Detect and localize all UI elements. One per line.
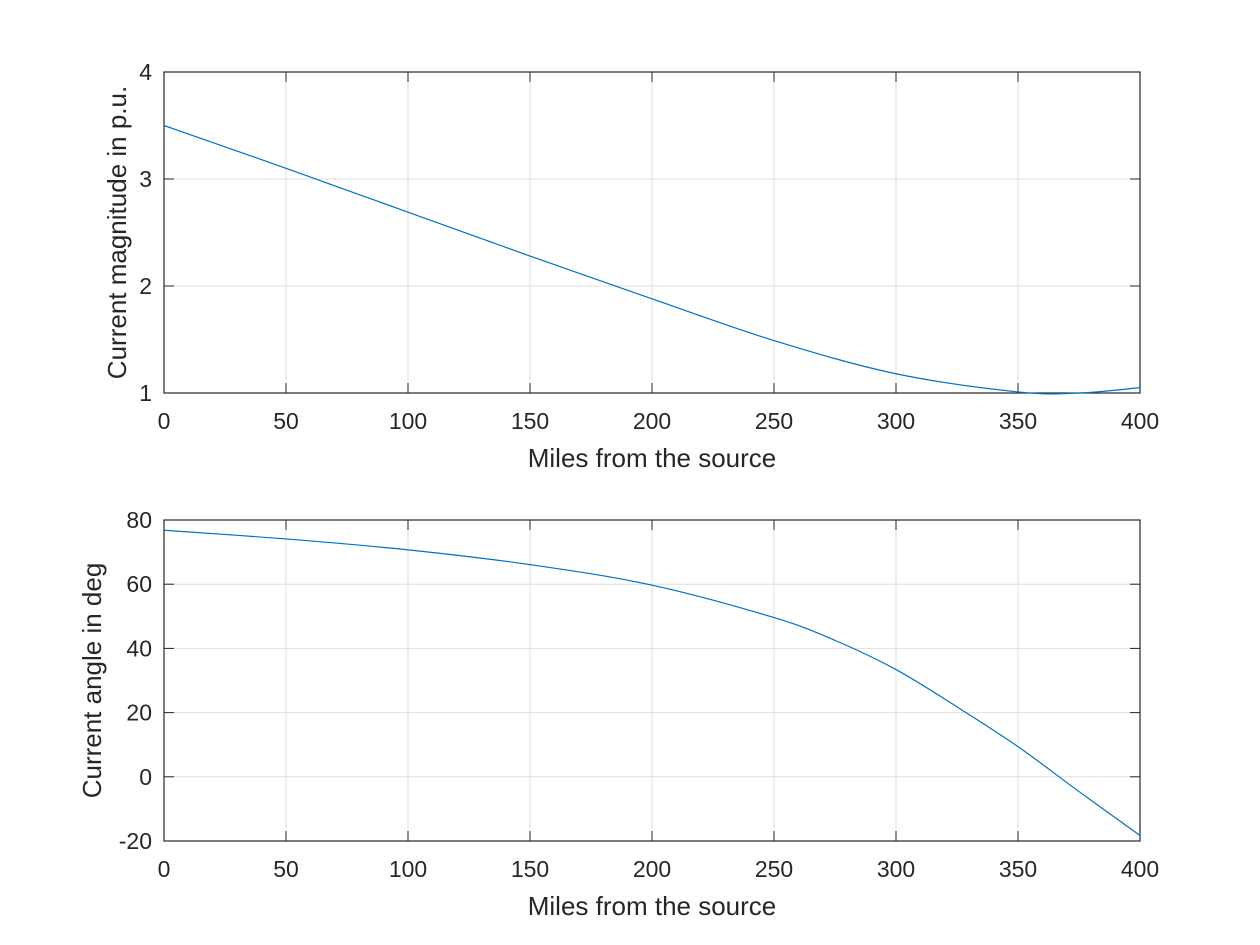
y-tick-label: 2 bbox=[139, 273, 152, 299]
y-tick-label: 4 bbox=[139, 59, 152, 85]
x-tick-label: 300 bbox=[877, 856, 915, 882]
y-tick-label: 20 bbox=[126, 700, 152, 726]
series-line bbox=[163, 124, 1141, 395]
y-tick-label: -20 bbox=[119, 828, 152, 854]
x-tick-label: 400 bbox=[1121, 856, 1159, 882]
x-tick-label: 200 bbox=[633, 408, 671, 434]
y-tick-label: 3 bbox=[139, 166, 152, 192]
subplot-1: 0 50 100 150 200 250 300 350 400 1 2 3 4 Miles from t… bbox=[102, 59, 1159, 473]
x-tick-label: 100 bbox=[389, 408, 427, 434]
axes-frame bbox=[163, 519, 1141, 842]
x-tick-label: 100 bbox=[389, 856, 427, 882]
series-line bbox=[163, 529, 1141, 837]
y-axis-label: Current angle in deg bbox=[77, 563, 107, 799]
x-tick-label: 350 bbox=[999, 408, 1037, 434]
y-tick-label: 80 bbox=[126, 507, 152, 533]
x-tick-label: 50 bbox=[273, 408, 299, 434]
y-tick-label: 0 bbox=[139, 764, 152, 790]
x-tick-label: 350 bbox=[999, 856, 1037, 882]
axes-frame bbox=[163, 71, 1141, 394]
x-tick-label: 250 bbox=[755, 408, 793, 434]
x-tick-label: 0 bbox=[158, 856, 171, 882]
x-tick-label: 400 bbox=[1121, 408, 1159, 434]
y-tick-label: 40 bbox=[126, 635, 152, 661]
x-tick-label: 150 bbox=[511, 856, 549, 882]
x-tick-label: 50 bbox=[273, 856, 299, 882]
x-tick-label: 300 bbox=[877, 408, 915, 434]
x-tick-label: 150 bbox=[511, 408, 549, 434]
x-axis-label: Miles from the source bbox=[528, 443, 777, 473]
y-tick-label: 1 bbox=[139, 380, 152, 406]
x-tick-label: 0 bbox=[158, 408, 171, 434]
subplot-2: 0 50 100 150 200 250 300 350 400-20020406080Mile… bbox=[77, 507, 1159, 921]
y-axis-label: Current magnitude in p.u. bbox=[102, 86, 132, 379]
y-tick-label: 60 bbox=[126, 571, 152, 597]
x-tick-label: 250 bbox=[755, 856, 793, 882]
x-tick-label: 200 bbox=[633, 856, 671, 882]
x-axis-label: Miles from the source bbox=[528, 891, 777, 921]
